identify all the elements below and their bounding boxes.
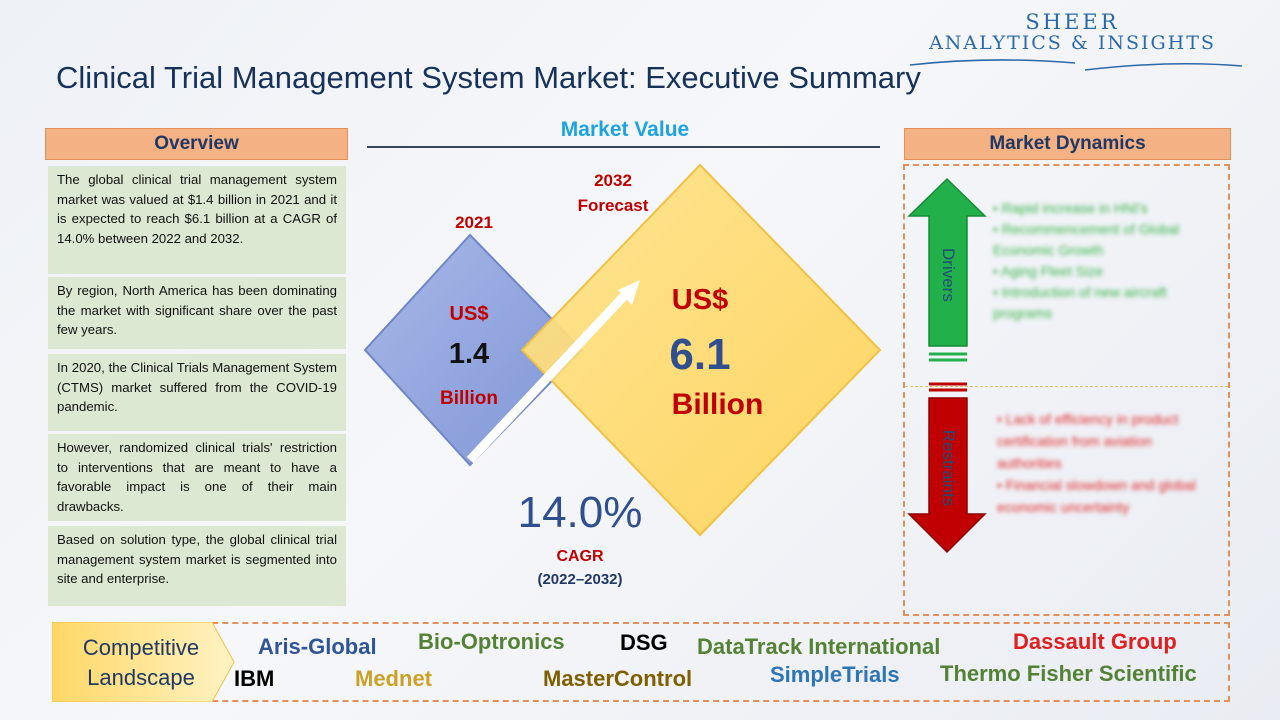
value-2021-amount: 1.4 <box>448 338 490 370</box>
market-value-title: Market Value <box>560 118 690 141</box>
company-datatrack: DataTrack International <box>697 634 941 659</box>
company-thermo-fisher: Thermo Fisher Scientific <box>940 661 1197 686</box>
overview-paragraph-4: However, randomized clinical trials' res… <box>48 434 346 521</box>
competitive-label: Competitive Landscape <box>62 633 220 693</box>
overview-header: Overview <box>45 128 348 160</box>
growth-arrow-head <box>618 280 640 305</box>
value-2032-amount: 6.1 <box>669 330 731 379</box>
diamond-2021 <box>363 233 584 467</box>
restraints-label: Restraints <box>939 429 958 507</box>
company-bio-optronics: Bio-Optronics <box>418 629 565 654</box>
value-2032-unit: Billion <box>671 388 764 421</box>
restraint-item: Lack of efficiency in product certificat… <box>997 408 1212 474</box>
sheer-logo: SHEER ANALYTICS & INSIGHTS <box>900 10 1245 72</box>
drivers-arrow-icon <box>907 177 987 347</box>
driver-item: Aging Fleet Size <box>993 261 1215 282</box>
drivers-label: Drivers <box>939 248 958 302</box>
dynamics-divider <box>905 386 1228 387</box>
company-ibm: IBM <box>234 666 275 691</box>
diamond-2032 <box>520 163 882 537</box>
market-dynamics-panel <box>903 164 1230 616</box>
company-mednet: Mednet <box>355 666 432 691</box>
restraints-list: Lack of efficiency in product certificat… <box>997 408 1212 518</box>
company-aris-global: Aris-Global <box>258 634 377 659</box>
cagr-period: (2022–2032) <box>537 571 623 588</box>
overview-paragraph-1: The global clinical trial management sys… <box>48 166 346 274</box>
restraint-item: Financial slowdown and global economic u… <box>997 474 1212 518</box>
overview-paragraph-3: In 2020, the Clinical Trials Management … <box>48 354 346 431</box>
forecast-label: Forecast <box>577 196 649 215</box>
company-dassault: Dassault Group <box>1013 629 1177 654</box>
competitive-tag-shape <box>52 622 235 702</box>
logo-swoosh-icon <box>909 59 1243 71</box>
growth-arrow-line <box>466 291 629 464</box>
competitive-label-line1: Competitive <box>82 635 200 660</box>
value-2032-currency: US$ <box>671 284 729 316</box>
cagr-label: CAGR <box>556 548 604 565</box>
driver-item: Recommencement of Global Economic Growth <box>993 219 1215 261</box>
restraints-arrow-icon <box>907 397 987 554</box>
company-dsg: DSG <box>620 630 668 655</box>
market-value-divider <box>367 146 880 148</box>
drivers-list: Rapid increase in HNI's Recommencement o… <box>993 198 1215 324</box>
driver-item: Introduction of new aircraft programs <box>993 282 1215 324</box>
logo-line2: ANALYTICS & INSIGHTS <box>929 32 1216 54</box>
cagr-value: 14.0% <box>517 488 643 537</box>
year-2021-label: 2021 <box>455 213 493 232</box>
year-2032-label: 2032 <box>594 171 632 190</box>
value-2021-currency: US$ <box>449 303 489 325</box>
market-value-diagram <box>363 163 882 537</box>
company-simpletrials: SimpleTrials <box>770 662 900 687</box>
dynamics-arrows <box>907 177 987 554</box>
overview-paragraph-5: Based on solution type, the global clini… <box>48 526 346 606</box>
logo-line1: SHEER <box>1025 10 1120 34</box>
value-2021-unit: Billion <box>439 388 499 409</box>
company-mastercontrol: MasterControl <box>543 666 693 691</box>
overview-paragraph-2: By region, North America has been domina… <box>48 277 346 349</box>
driver-item: Rapid increase in HNI's <box>993 198 1215 219</box>
market-dynamics-header: Market Dynamics <box>904 128 1231 160</box>
page-title: Clinical Trial Management System Market:… <box>56 60 921 95</box>
competitive-label-line2: Landscape <box>87 665 195 690</box>
